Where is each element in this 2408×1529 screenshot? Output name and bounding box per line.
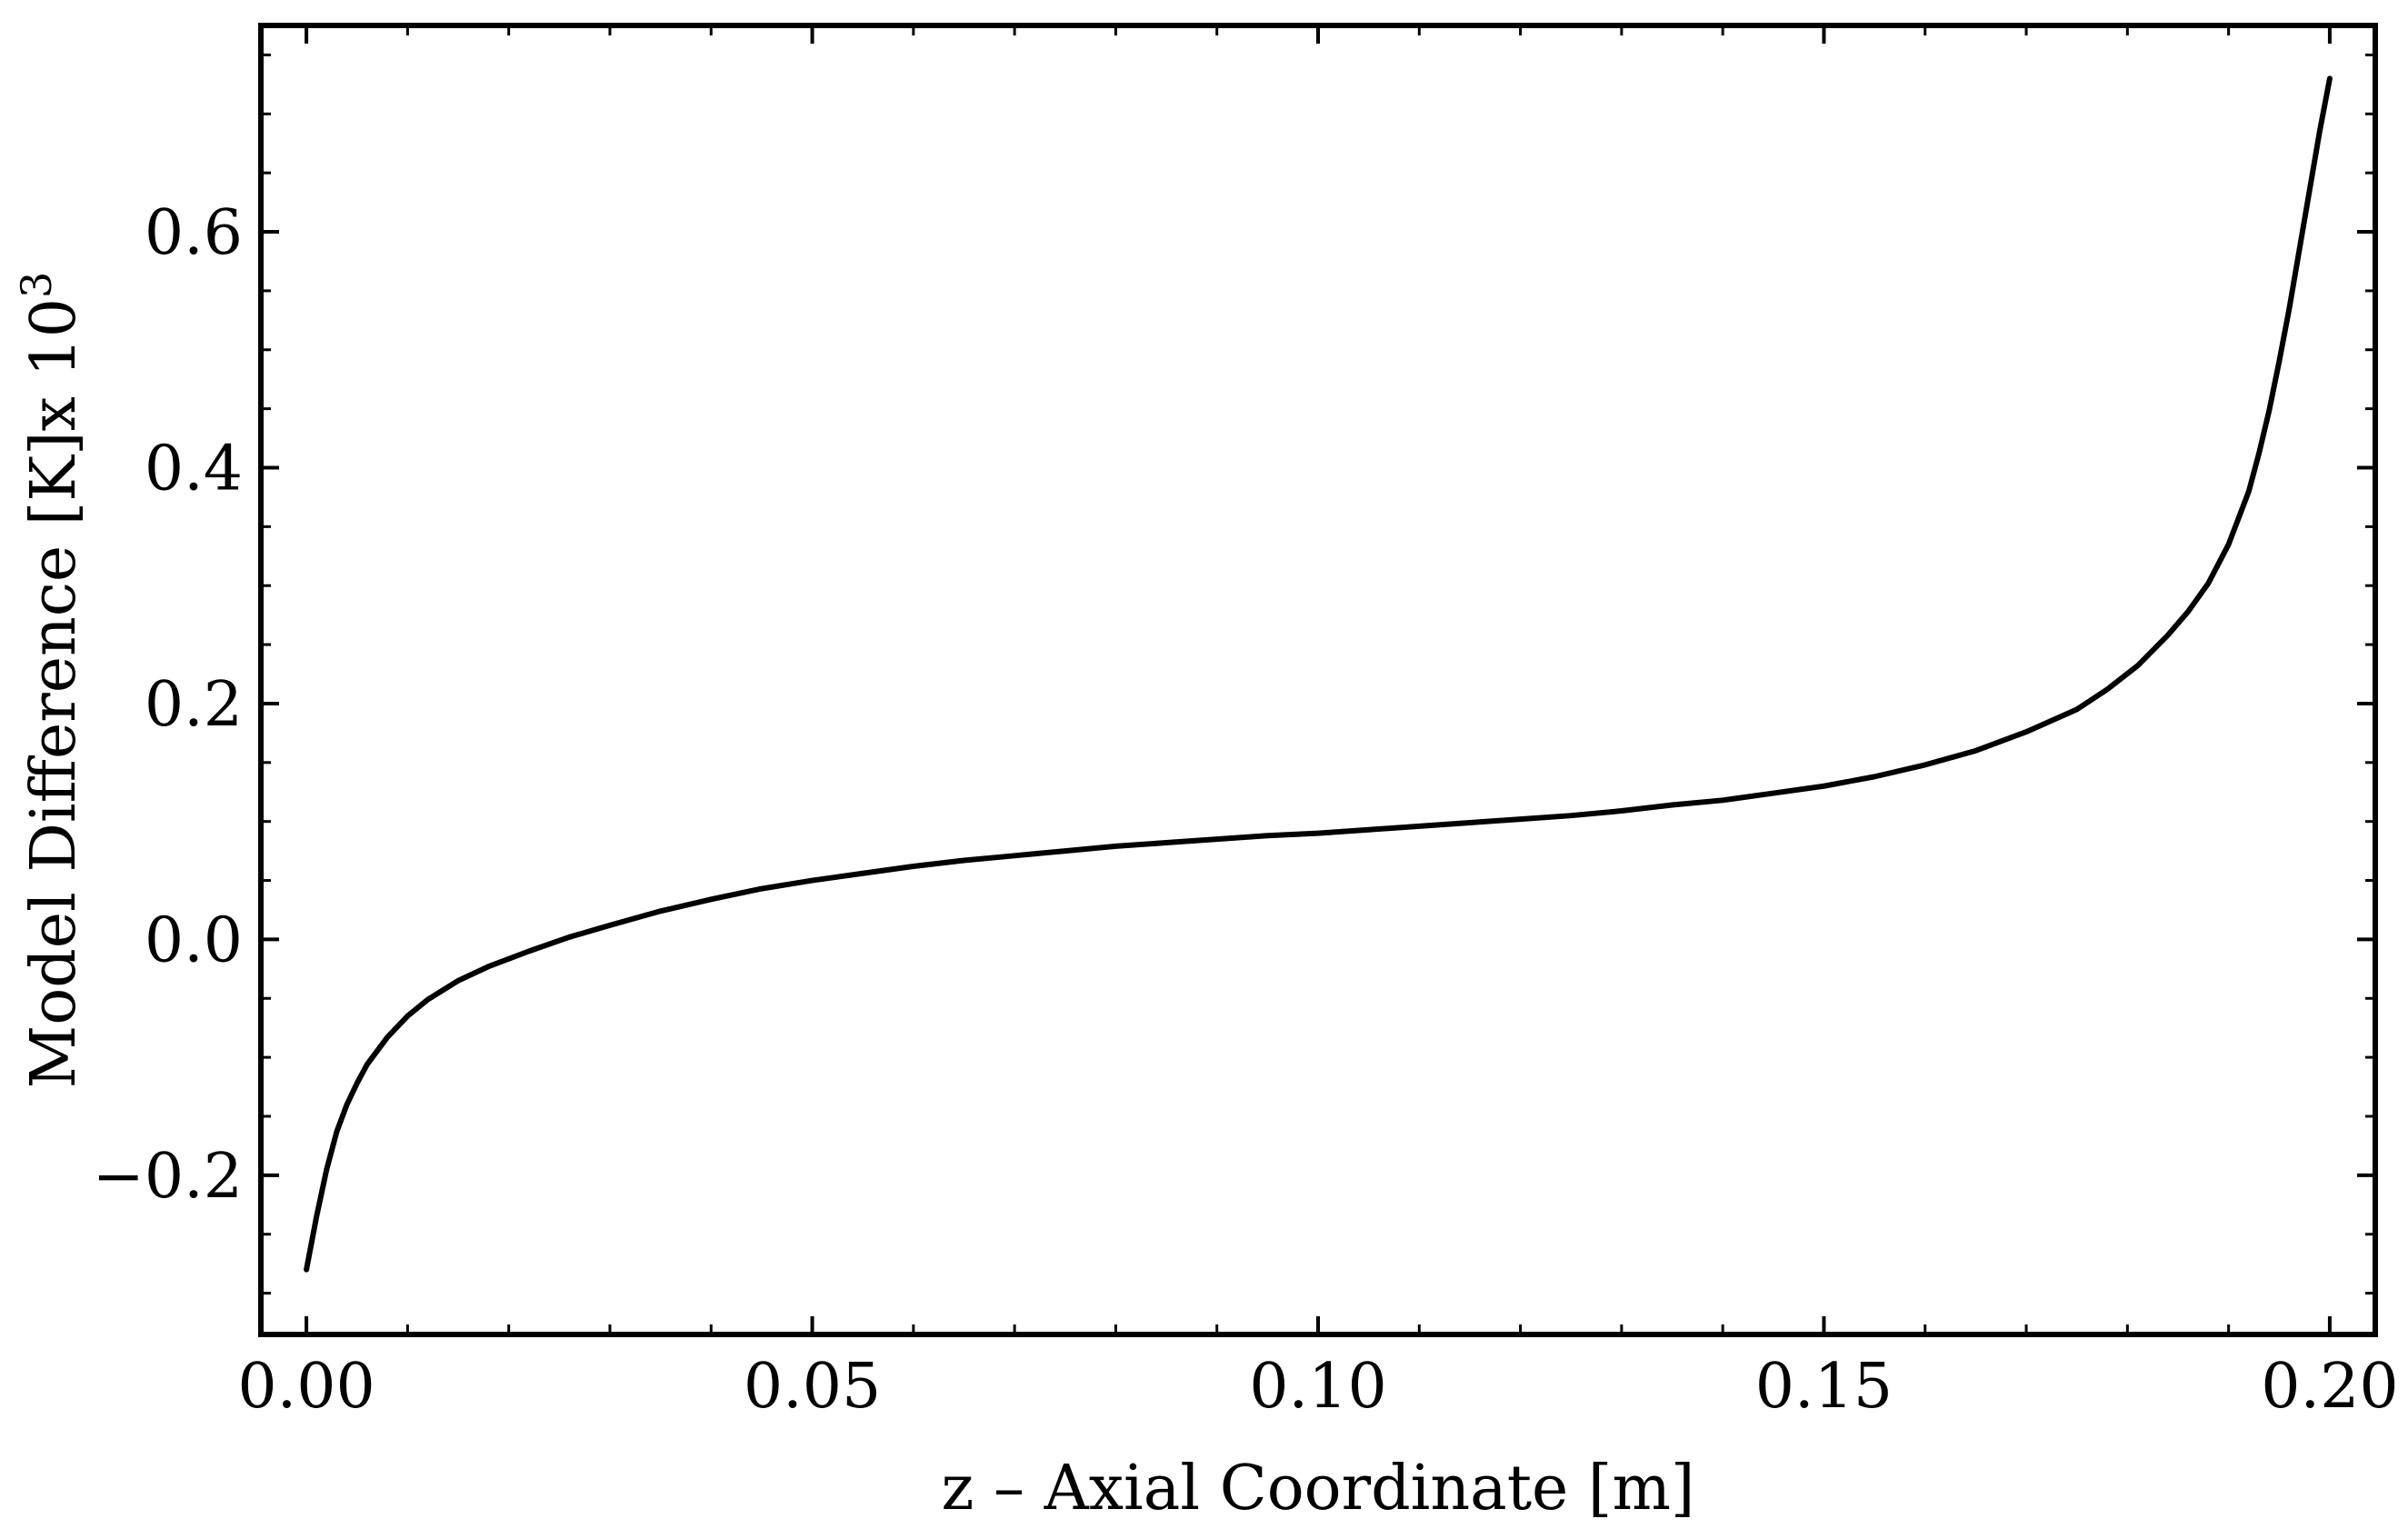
tick-labels: 0.00 0.05 0.10 0.15 0.20 −0.2 0.0 0.2 0.4 0.6	[93, 197, 2399, 1423]
x-tick-label: 0.15	[1755, 1351, 1893, 1423]
y-tick-label: 0.0	[145, 904, 243, 976]
model-difference-line	[304, 75, 2333, 1273]
x-tick-label: 0.05	[744, 1351, 881, 1423]
x-tick-label: 0.00	[237, 1351, 375, 1423]
y-tick-label: −0.2	[93, 1141, 243, 1213]
y-tick-label: 0.2	[145, 669, 243, 741]
y-axis-title: Model Difference [K]x 103	[12, 272, 90, 1089]
y-axis-title-main: Model Difference [K]x 10	[18, 298, 90, 1088]
x-tick-label: 0.20	[2261, 1351, 2398, 1423]
x-axis-title: z – Axial Coordinate [m]	[942, 1453, 1695, 1524]
plot-frame	[258, 23, 2378, 1337]
axis-ticks	[261, 25, 2375, 1334]
y-tick-label: 0.4	[145, 433, 243, 505]
x-tick-label: 0.10	[1249, 1351, 1386, 1423]
y-tick-label: 0.6	[145, 197, 243, 269]
y-axis-title-exponent: 3	[12, 272, 61, 298]
